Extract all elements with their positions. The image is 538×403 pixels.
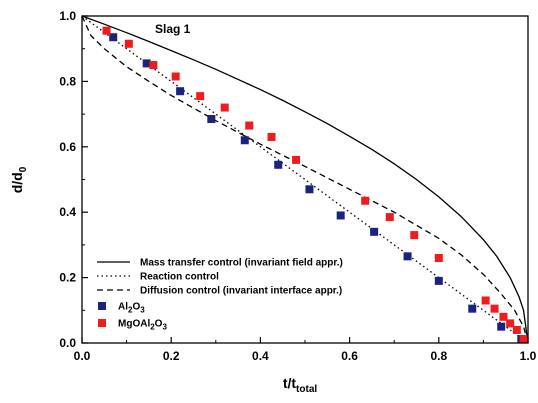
mgoal2o3-data-point: [490, 304, 499, 313]
al2o3-data-point: [336, 211, 345, 220]
al2o3-data-point: [109, 33, 118, 42]
y-axis-title-main: d/d: [9, 172, 25, 193]
al2o3-data-point: [207, 115, 216, 124]
mgoal2o3-data-point: [512, 325, 521, 334]
mgoal2o3-data-point: [506, 319, 515, 328]
x-tick-label: 0.2: [163, 349, 180, 363]
solid-legend-label: Mass transfer control (invariant field a…: [140, 258, 343, 269]
legend: Mass transfer control (invariant field a…: [97, 258, 343, 332]
al2o3-data-point: [468, 304, 477, 313]
mgoal2o3-data-point: [124, 39, 133, 48]
mgoal2o3-data-point: [245, 121, 254, 130]
al2o3-legend-label: Al2O3: [118, 302, 145, 315]
al2o3-data-point: [497, 322, 506, 331]
x-axis-title: t/ttotal: [283, 375, 318, 395]
x-tick-label: 0.0: [74, 349, 91, 363]
y-tick-label: 1.0: [59, 9, 76, 23]
mgoal2o3-data-point: [196, 92, 205, 101]
mgoal2o3-data-point: [292, 155, 301, 164]
marker-layer: [102, 26, 528, 344]
y-axis-title-sub: 0: [18, 166, 29, 172]
al2o3-data-point: [240, 136, 249, 145]
al2o3-data-point: [403, 252, 412, 261]
solid-model-curve: [81, 15, 529, 344]
mgoal2o3-data-point: [220, 103, 229, 112]
mgoal2o3-data-point: [267, 132, 276, 141]
curve-layer: [81, 15, 529, 344]
mgoal2o3-data-point: [499, 312, 508, 321]
mgoal2o3-data-point: [385, 213, 394, 222]
mgoal2o3-legend-marker: [98, 319, 106, 327]
mgoal2o3-data-point: [171, 72, 180, 81]
y-axis-title: d/d0: [9, 166, 29, 193]
al2o3-data-point: [274, 160, 283, 169]
slag-annotation: Slag 1: [155, 22, 191, 36]
al2o3-data-point: [305, 185, 314, 194]
x-tick-label: 0.8: [430, 349, 447, 363]
mgoal2o3-data-point: [481, 296, 490, 305]
al2o3-data-point: [370, 227, 379, 236]
mgoal2o3-data-point: [149, 61, 158, 70]
mgoal2o3-data-point: [519, 335, 528, 344]
x-axis-ticks: 0.0 0.2 0.4 0.6 0.8 1.0: [74, 337, 537, 363]
y-tick-label: 0.6: [59, 140, 76, 154]
x-axis-title-sub: total: [296, 384, 317, 395]
x-tick-label: 1.0: [520, 349, 537, 363]
y-tick-label: 0.4: [59, 205, 76, 219]
dashed-legend-label: Diffusion control (invariant interface a…: [140, 286, 342, 297]
mgoal2o3-data-point: [410, 231, 419, 240]
dashed-model-curve: [81, 15, 529, 344]
x-axis-title-main: t/t: [283, 375, 297, 391]
al2o3-data-point: [142, 59, 151, 68]
dotted-legend-label: Reaction control: [140, 272, 219, 283]
al2o3-data-point: [176, 87, 185, 96]
y-tick-label: 0.0: [59, 336, 76, 350]
y-axis-ticks: 0.0 0.2 0.4 0.6 0.8 1.0: [59, 9, 88, 350]
x-tick-label: 0.6: [341, 349, 358, 363]
mgoal2o3-data-point: [434, 253, 443, 262]
mgoal2o3-data-point: [102, 26, 111, 35]
mgoal2o3-data-point: [361, 196, 370, 205]
al2o3-legend-marker: [98, 302, 106, 310]
x-tick-label: 0.4: [252, 349, 269, 363]
y-tick-label: 0.8: [59, 74, 76, 88]
al2o3-data-point: [434, 276, 443, 285]
y-tick-label: 0.2: [59, 271, 76, 285]
mgoal2o3-legend-label: MgOAl2O3: [118, 319, 167, 332]
